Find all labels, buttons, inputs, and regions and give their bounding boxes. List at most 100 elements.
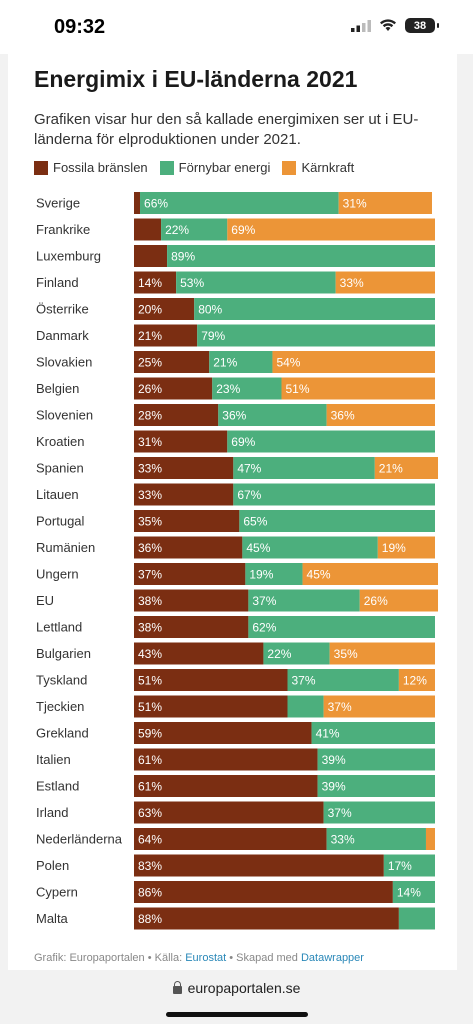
bar-renewable-österrike — [194, 298, 435, 320]
battery-icon: 38 — [405, 18, 439, 33]
row-label-cypern: Cypern — [36, 885, 78, 900]
cellular-signal-icon — [351, 19, 371, 32]
data-label-renewable-nederländerna: 33% — [331, 833, 355, 847]
data-label-nuclear-slovakien: 54% — [276, 356, 300, 370]
data-label-fossil-malta: 88% — [138, 912, 162, 926]
data-label-renewable-grekland: 41% — [316, 727, 340, 741]
bar-fossil-nederländerna — [134, 828, 327, 850]
row-label-danmark: Danmark — [36, 328, 89, 343]
bar-fossil-tyskland — [134, 669, 288, 691]
bar-renewable-lettland — [248, 616, 435, 638]
row-label-luxemburg: Luxemburg — [36, 249, 101, 264]
bar-renewable-slovenien — [218, 404, 327, 426]
chart-legend: Fossila bränslen Förnybar energi Kärnkra… — [34, 160, 354, 175]
data-label-fossil-rumänien: 36% — [138, 541, 162, 555]
wifi-icon — [380, 19, 396, 31]
url-display[interactable]: europaportalen.se — [0, 980, 473, 996]
bar-fossil-irland — [134, 801, 324, 824]
bar-nuclear-nederländerna — [425, 828, 435, 850]
data-label-nuclear-tjeckien: 37% — [328, 700, 352, 714]
data-label-renewable-belgien: 23% — [216, 382, 240, 396]
data-label-renewable-polen: 17% — [388, 859, 412, 873]
data-label-renewable-frankrike: 22% — [165, 223, 189, 237]
bar-renewable-italien — [317, 748, 435, 771]
data-label-renewable-lettland: 62% — [252, 621, 276, 635]
footer-middle: • Skapad med — [226, 952, 301, 964]
row-label-grekland: Grekland — [36, 726, 89, 741]
bar-fossil-italien — [134, 748, 318, 771]
home-indicator[interactable] — [166, 1012, 308, 1017]
bar-nuclear-ungern — [302, 563, 439, 585]
bar-renewable-danmark — [197, 324, 435, 347]
bar-renewable-nederländerna — [326, 828, 426, 850]
bar-renewable-grekland — [311, 722, 435, 744]
bar-nuclear-tjeckien — [323, 695, 435, 718]
bar-nuclear-rumänien — [377, 536, 435, 559]
row-label-spanien: Spanien — [36, 461, 84, 476]
bar-nuclear-slovenien — [326, 404, 435, 426]
data-label-fossil-nederländerna: 64% — [138, 833, 162, 847]
row-label-slovenien: Slovenien — [36, 408, 93, 423]
bar-fossil-tjeckien — [134, 695, 288, 718]
browser-url-bar[interactable]: europaportalen.se — [0, 970, 473, 1024]
data-label-fossil-portugal: 35% — [138, 515, 162, 529]
bar-renewable-kroatien — [227, 430, 435, 453]
legend-item-nuclear: Kärnkraft — [282, 160, 354, 175]
legend-swatch-renewable — [159, 160, 174, 175]
bar-fossil-frankrike — [134, 218, 162, 241]
bar-nuclear-bulgarien — [329, 642, 435, 665]
row-label-nederländerna: Nederländerna — [36, 832, 123, 847]
bar-renewable-finland — [176, 271, 336, 294]
bar-renewable-cypern — [392, 881, 435, 903]
row-label-irland: Irland — [36, 805, 69, 820]
bar-renewable-eu — [248, 589, 360, 612]
data-label-nuclear-belgien: 51% — [285, 382, 309, 396]
data-label-nuclear-rumänien: 19% — [382, 541, 406, 555]
footer-prefix: Grafik: Europaportalen • Källa: — [34, 952, 186, 964]
bar-fossil-bulgarien — [134, 642, 264, 665]
data-label-renewable-spanien: 47% — [237, 462, 261, 476]
row-label-eu: EU — [36, 593, 54, 608]
bar-renewable-ungern — [245, 563, 303, 585]
footer-source-link[interactable]: Eurostat — [185, 952, 227, 964]
data-label-fossil-tyskland: 51% — [138, 674, 162, 688]
data-label-renewable-cypern: 14% — [397, 886, 421, 900]
data-label-fossil-finland: 14% — [138, 276, 162, 290]
data-label-renewable-tyskland: 37% — [292, 674, 316, 688]
data-label-nuclear-finland: 33% — [340, 276, 364, 290]
data-label-renewable-luxemburg: 89% — [171, 250, 195, 264]
data-label-fossil-belgien: 26% — [138, 382, 162, 396]
data-label-renewable-rumänien: 45% — [246, 541, 270, 555]
data-label-nuclear-sverige: 31% — [343, 197, 367, 211]
bar-renewable-estland — [317, 775, 435, 797]
bar-fossil-slovakien — [134, 351, 210, 373]
chart-card: Energimix i EU-länderna 2021 Grafiken vi… — [8, 54, 457, 970]
data-label-fossil-kroatien: 31% — [138, 435, 162, 449]
row-label-rumänien: Rumänien — [36, 540, 95, 555]
data-label-fossil-österrike: 20% — [138, 303, 162, 317]
bar-fossil-österrike — [134, 298, 195, 320]
bar-fossil-eu — [134, 589, 249, 612]
data-label-fossil-grekland: 59% — [138, 727, 162, 741]
bar-nuclear-sverige — [338, 192, 432, 214]
bar-nuclear-frankrike — [227, 218, 435, 241]
bar-fossil-kroatien — [134, 430, 228, 453]
bar-nuclear-finland — [335, 271, 435, 294]
row-label-belgien: Belgien — [36, 381, 79, 396]
row-label-italien: Italien — [36, 752, 71, 767]
data-label-renewable-litauen: 67% — [237, 488, 261, 502]
data-label-nuclear-spanien: 21% — [379, 462, 403, 476]
bar-nuclear-belgien — [281, 377, 435, 400]
data-label-fossil-spanien: 33% — [138, 462, 162, 476]
footer-tool-link[interactable]: Datawrapper — [300, 952, 364, 964]
status-time: 09:32 — [54, 16, 106, 38]
data-label-renewable-irland: 37% — [328, 806, 352, 820]
status-bar: 09:32 38 — [0, 0, 473, 54]
bar-nuclear-slovakien — [272, 351, 435, 373]
bar-fossil-litauen — [134, 483, 234, 506]
data-label-renewable-italien: 39% — [322, 753, 346, 767]
bar-fossil-rumänien — [134, 536, 243, 559]
chart-footer: Grafik: Europaportalen • Källa: Eurostat… — [34, 952, 364, 964]
bar-fossil-cypern — [134, 881, 393, 903]
row-label-slovakien: Slovakien — [36, 355, 92, 370]
